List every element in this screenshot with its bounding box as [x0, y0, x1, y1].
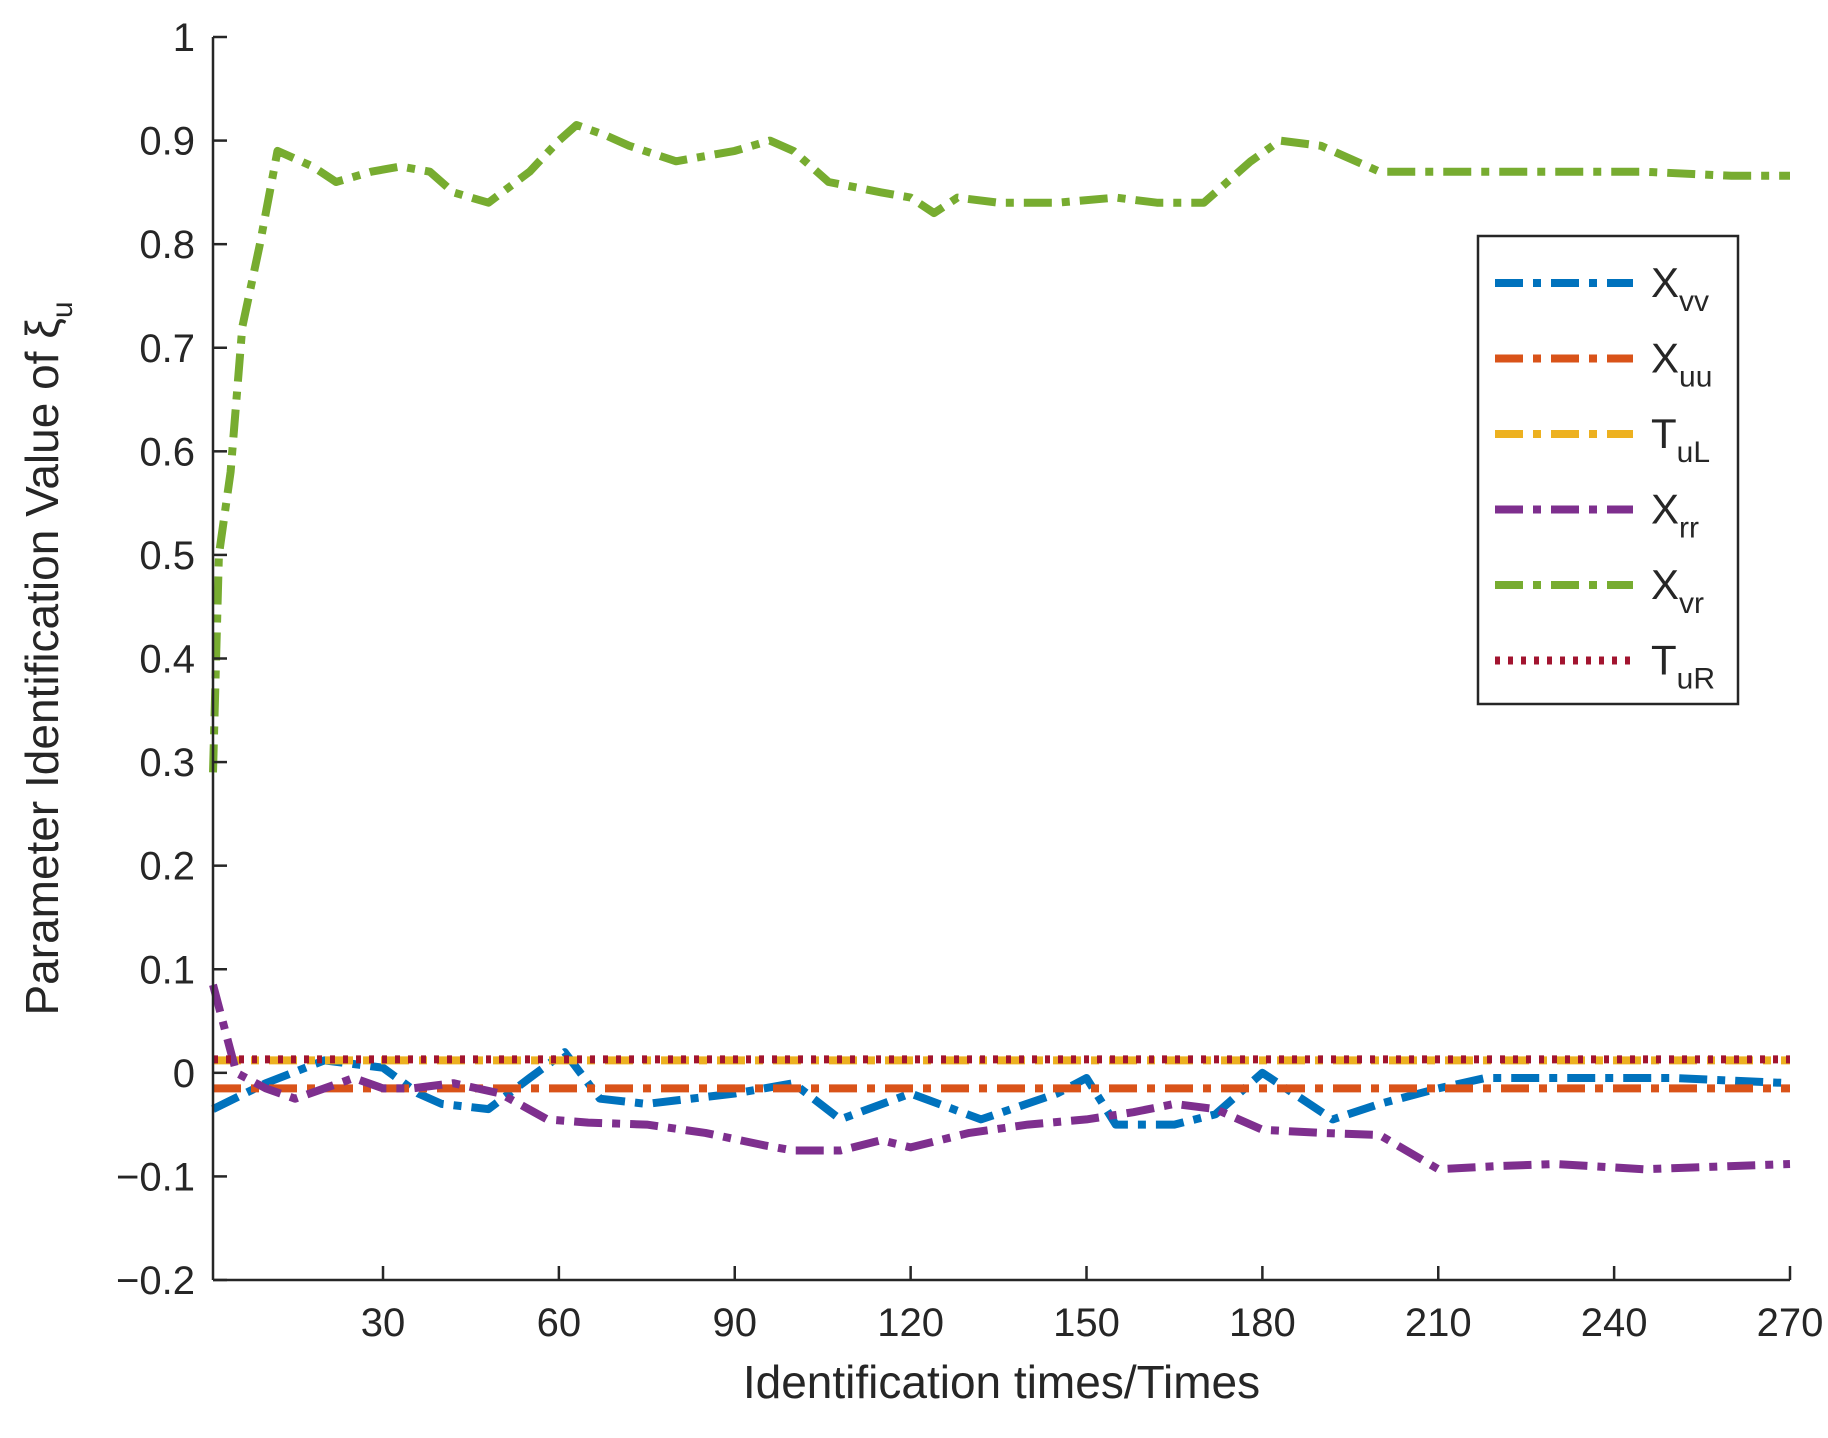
x-tick-label: 150 — [1053, 1301, 1120, 1345]
x-tick-label: 210 — [1405, 1301, 1472, 1345]
legend-label: TuR — [1651, 637, 1715, 696]
y-axis-title: Parameter Identification Value of ξu — [16, 301, 79, 1015]
y-tick-label: 0.6 — [139, 430, 195, 474]
y-tick-label: 0.5 — [139, 534, 195, 578]
series-line-x-rr — [209, 983, 1791, 1174]
legend: Xvv Xuu TuL Xrr Xvr TuR — [1476, 234, 1740, 706]
axes — [211, 35, 1792, 1282]
series-line-x-vr — [209, 121, 1790, 773]
y-tick-label: 0 — [173, 1052, 195, 1096]
legend-label: Xrr — [1651, 486, 1699, 545]
x-tick-label: 120 — [877, 1301, 944, 1345]
y-tick-label: 0.4 — [139, 638, 195, 682]
legend-label: TuL — [1651, 410, 1710, 469]
y-tick-label: 0.2 — [139, 845, 195, 889]
x-tick-label: 270 — [1757, 1301, 1824, 1345]
y-tick-label: 0.9 — [139, 120, 195, 164]
x-tick-label: 240 — [1581, 1301, 1648, 1345]
y-axis-title-subscript: u — [46, 301, 79, 318]
series-line-x-vv — [211, 1048, 1791, 1129]
x-tick-label: 60 — [537, 1301, 582, 1345]
y-tick-label: 1 — [173, 16, 195, 60]
x-tick-label: 30 — [361, 1301, 406, 1345]
tick-labels: −0.2 −0.1 0 0.1 0.2 0.3 0.4 0.5 0.6 0.7 0.8 0.9 1 30 6… — [116, 16, 1823, 1345]
legend-label: Xvr — [1651, 561, 1704, 620]
y-tick-label: −0.2 — [116, 1259, 195, 1303]
y-tick-label: 0.8 — [139, 223, 195, 267]
y-tick-label: 0.7 — [139, 327, 195, 371]
y-tick-label: 0.1 — [139, 948, 195, 992]
legend-label: Xuu — [1651, 335, 1712, 394]
legend-label: Xvv — [1651, 259, 1709, 318]
x-tick-label: 180 — [1229, 1301, 1296, 1345]
x-axis-title: Identification times/Times — [743, 1356, 1260, 1408]
y-tick-label: −0.1 — [116, 1155, 195, 1199]
x-tick-label: 90 — [713, 1301, 758, 1345]
y-tick-label: 0.3 — [139, 741, 195, 785]
series-lines — [209, 121, 1791, 1174]
legend-box — [1476, 234, 1740, 706]
y-axis-title-main: Parameter Identification Value of ξ — [16, 318, 68, 1015]
